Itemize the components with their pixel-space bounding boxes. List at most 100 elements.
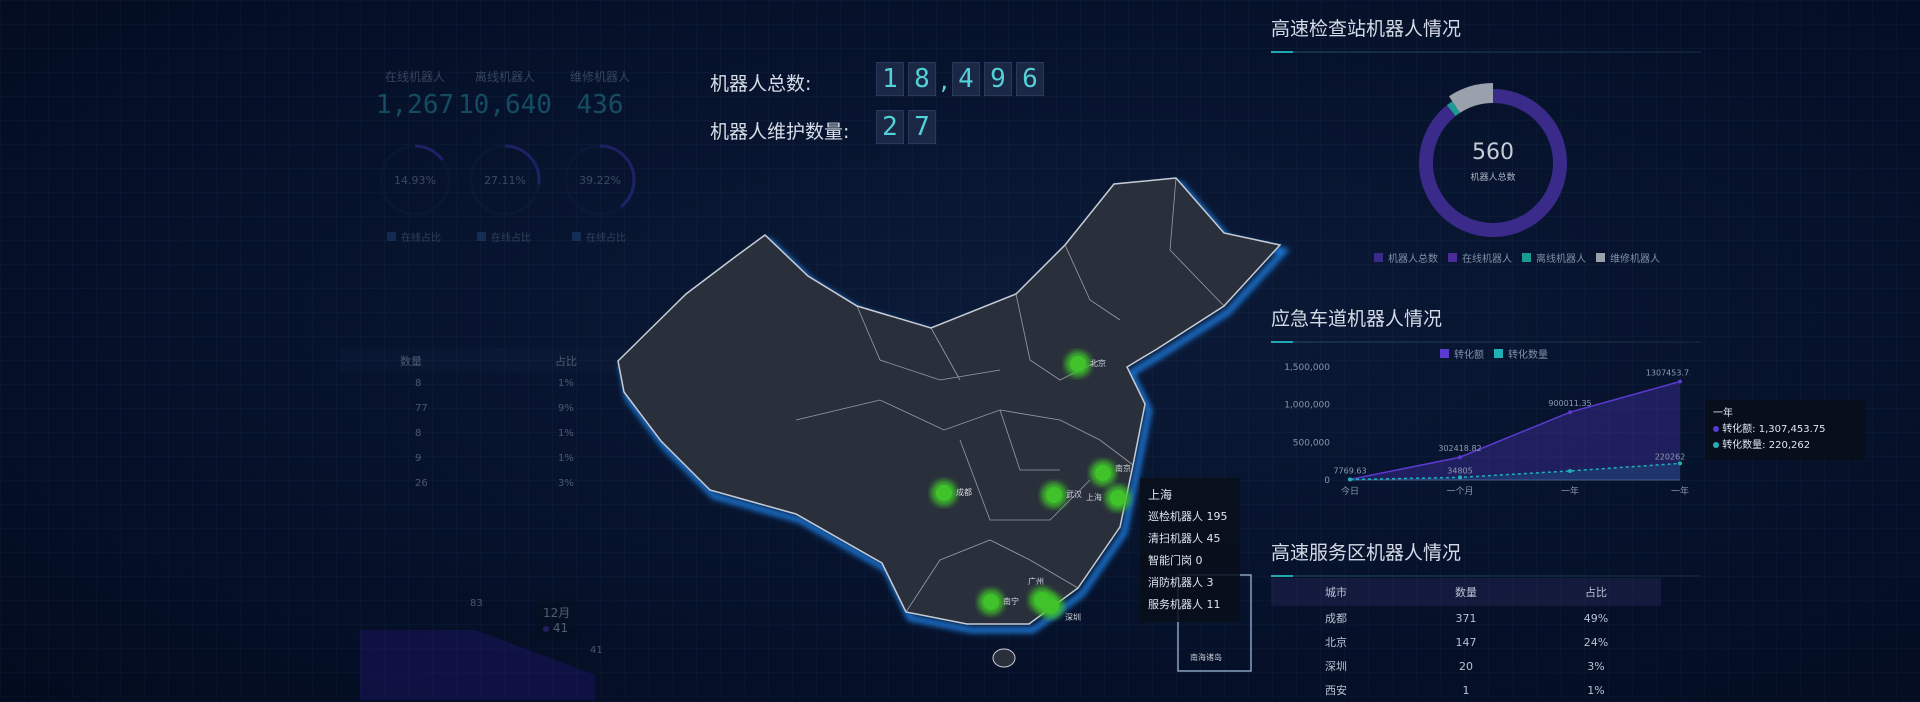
data-label: 302418.82 [1438,444,1481,453]
legend-item[interactable]: 机器人总数 [1374,250,1438,265]
y-tick-label: 0 [1324,476,1330,486]
legend-label: 在线占比 [491,233,531,244]
data-label: 1307453.75 [1646,369,1690,378]
data-label: 900011.35 [1548,399,1591,408]
legend-swatch [1522,253,1531,262]
panel-title: 高速服务区机器人情况 [1271,542,1462,564]
checkpoint-donut[interactable] [1413,83,1573,243]
data-label: 34805 [1447,466,1472,475]
map-land[interactable] [617,177,1282,625]
map-tooltip: 上海 巡检机器人 195 清扫机器人 45 智能门岗 0 消防机器人 3 服务机器人 1… [1140,478,1240,622]
donut-center-label: 机器人总数 [1470,173,1516,183]
legend-label: 在线占比 [401,233,441,244]
city-point-core [936,485,952,501]
city-label: 广州 [1028,577,1044,586]
city-point-core [1046,487,1062,503]
counter-digit: 7 [908,110,936,144]
data-point[interactable] [1568,468,1572,473]
service-panel: 高速服务区机器人情况 [1271,538,1701,577]
table-cell: 西安 [1325,684,1347,697]
stat-label: 在线机器人 [384,70,445,84]
table-row: 成都 371 49% [1271,606,1661,630]
data-point[interactable] [1458,455,1462,460]
counter-digit: 1 [876,62,904,96]
donut-segment[interactable] [1446,101,1460,117]
stat-label: 离线机器人 [474,70,535,84]
data-point[interactable] [1458,475,1462,480]
series-line[interactable] [1349,462,1681,481]
left-panel: 在线机器人 1,267 离线机器人 10,640 维修机器人 436 14.93% 在线占比… [340,0,640,700]
city-label: 上海 [1086,493,1102,502]
emergency-chart[interactable]: 0 500,000 1,000,000 1,500,000 今日 一个月 一年 一年 7769.… [1260,345,1690,505]
legend-swatch [1596,253,1605,262]
data-point[interactable] [1678,379,1682,384]
tooltip-line: 巡检机器人 195 [1148,510,1228,523]
data-point[interactable] [1568,410,1572,415]
city-label: 北京 [1090,359,1106,368]
cell-ratio: 1% [558,428,574,439]
x-tick-label: 今日 [1341,485,1359,497]
legend-label: 在线机器人 [1462,254,1512,265]
series-line[interactable] [1349,380,1681,481]
counter-digit: 2 [876,110,904,144]
dot-icon [1713,442,1719,448]
title-underline [1271,341,1701,343]
tooltip-line: 消防机器人 3 [1148,576,1214,589]
legend-item[interactable]: 离线机器人 [1522,250,1586,265]
service-table: 城市 数量 占比 成都 371 49% 北京 147 24% 深圳 20 3% 西安 1 1% [1271,578,1661,702]
y-tick-label: 1,500,000 [1284,363,1330,373]
header-ratio: 占比 [555,355,577,368]
stat-value: 10,640 [458,90,552,120]
gauge-track [564,144,636,216]
legend-swatch [477,232,486,241]
total-label: 机器人总数: [710,73,812,95]
data-label: 7769.63 [1333,466,1366,475]
gauge-track [469,144,541,216]
cell-ratio: 1% [558,378,574,389]
gauge-ring [469,144,541,216]
donut-center-value: 560 [1472,140,1514,165]
series-area [1350,381,1680,480]
gauge-text: 14.93% [394,174,436,187]
table-cell: 371 [1455,611,1477,625]
tooltip-line: 服务机器人 11 [1148,598,1221,611]
tooltip-line: 转化额: 1,307,453.75 [1722,424,1826,435]
legend-item[interactable]: 转化额 [1440,346,1484,361]
counter-digit: 6 [1016,62,1044,96]
gauge-arc [469,144,541,216]
table-cell: 深圳 [1325,660,1347,673]
table-cell: 北京 [1325,636,1347,649]
data-point[interactable] [1348,477,1352,482]
checkpoint-panel: 高速检查站机器人情况 [1271,14,1701,53]
donut-segment[interactable] [1448,83,1493,113]
data-point[interactable] [1678,461,1682,466]
legend-swatch [387,232,396,241]
title-underline [1271,575,1701,577]
maintenance-counter: 机器人维护数量: 2 7 [710,110,940,144]
gauge-legend: 在线占比 [387,229,441,244]
chart-tooltip: 一年 转化额: 1,307,453.75 转化数量: 220,262 [1705,400,1865,460]
legend-item[interactable]: 维修机器人 [1596,250,1660,265]
legend-swatch [1494,349,1503,358]
tooltip-title: 一年 [1713,408,1733,419]
counter-digit: 8 [908,62,936,96]
panel-title: 应急车道机器人情况 [1271,308,1443,330]
table-cell: 20 [1459,659,1473,673]
city-label: 深圳 [1065,613,1081,622]
inset-label: 南海诸岛 [1190,653,1222,662]
x-tick-label: 一年 [1671,485,1689,497]
legend-label: 转化数量 [1508,350,1548,361]
hainan-island [992,648,1016,668]
table-cell: 3% [1587,659,1605,673]
table-row: 深圳 20 3% [1271,654,1661,678]
table-row: 北京 147 24% [1271,630,1661,654]
gauge-ring [379,144,451,216]
area-fill [360,630,595,700]
cell-count: 8 [415,378,422,389]
city-point-core [983,594,999,610]
panel-title: 高速检查站机器人情况 [1271,18,1462,40]
city-label: 南宁 [1003,597,1019,606]
legend-item[interactable]: 在线机器人 [1448,250,1512,265]
legend-item[interactable]: 转化数量 [1494,346,1548,361]
